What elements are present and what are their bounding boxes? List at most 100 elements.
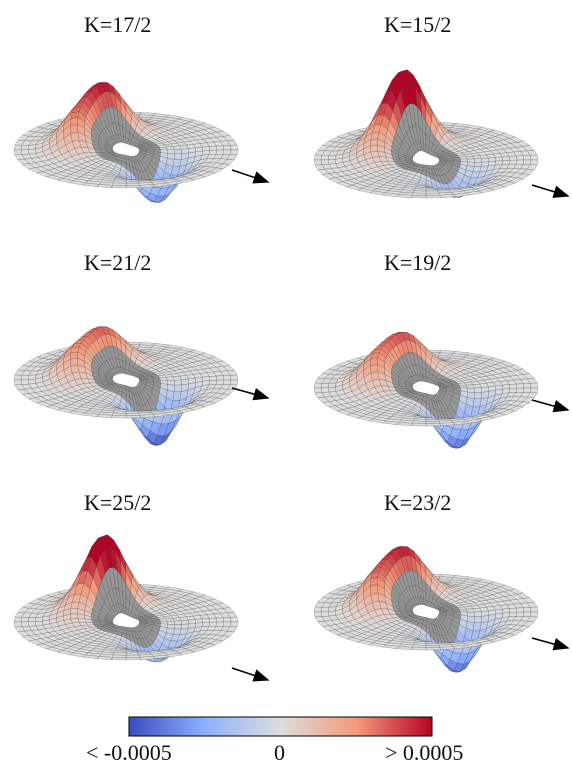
surface-patch [165, 146, 175, 151]
surface-patch [320, 607, 330, 613]
surface-patch [152, 619, 161, 622]
surface-patch [165, 376, 175, 381]
surface-patch [522, 383, 532, 389]
surface-patch [473, 387, 482, 393]
surface-patch [111, 657, 127, 661]
surface-patch [522, 607, 532, 613]
surface-patch [313, 382, 323, 389]
surface-patch [327, 155, 337, 161]
surface-patch [152, 147, 161, 150]
surface-patch [501, 160, 511, 165]
surface-patch [320, 387, 330, 393]
surface-plot [313, 331, 539, 449]
surface-patch [13, 149, 23, 156]
surface-plot [13, 326, 239, 446]
surface-patch [20, 621, 30, 627]
surface-patch [473, 158, 482, 163]
surface-patch [27, 621, 37, 627]
surface-patch [313, 611, 323, 618]
surface-patch [208, 379, 218, 386]
surface-patch [111, 185, 127, 189]
surface-patch [515, 387, 525, 393]
surface-plot [313, 546, 539, 673]
surface-patch [111, 415, 127, 419]
surface-patch [327, 159, 337, 165]
surface-patch [20, 375, 30, 381]
surface-patch [472, 383, 482, 389]
surface-patch [13, 374, 23, 381]
surface-patch [194, 618, 204, 624]
surface-patch [473, 611, 482, 617]
direction-arrow [231, 387, 270, 401]
surface-patch [473, 161, 482, 167]
surface-patch [165, 618, 175, 622]
surface-plot [313, 69, 539, 199]
direction-arrow [231, 169, 270, 184]
surface-patch [222, 617, 232, 623]
surface-patch [13, 621, 23, 628]
surface-patch [20, 617, 30, 623]
surface-patch [229, 144, 239, 151]
surface-patch [159, 618, 168, 622]
surface-patch [508, 387, 518, 393]
surface-patch [313, 154, 323, 161]
surface-patch [425, 423, 441, 427]
surface-patch [173, 384, 182, 393]
surface-patch [473, 392, 482, 400]
panel-title: K=15/2 [384, 12, 452, 37]
surface-patch [529, 606, 539, 613]
surface-patch [515, 155, 525, 161]
surface-patch [411, 647, 427, 651]
panel-title: K=25/2 [84, 490, 152, 515]
surface-patch [473, 616, 482, 624]
surface-patch [522, 611, 532, 617]
surface-patch [208, 621, 218, 627]
surface-patch [508, 611, 518, 617]
surface-patch [173, 153, 182, 160]
colorbar-max-label: > 0.0005 [385, 740, 464, 765]
surface-patch [459, 608, 468, 613]
surface-patch [27, 617, 37, 623]
panel-title: K=21/2 [84, 250, 152, 275]
surface-patch [508, 155, 518, 161]
surface-patch [222, 145, 232, 151]
surface-patch [529, 611, 539, 618]
surface-patch [459, 384, 468, 389]
surface-patch [125, 185, 141, 189]
surface-patch [508, 607, 518, 613]
surface-patch [522, 155, 532, 161]
surface-patch [70, 608, 79, 615]
surface-patch [70, 613, 79, 620]
surface-patch [215, 621, 225, 627]
surface-patch [515, 159, 525, 165]
surface-patch [222, 379, 232, 385]
surface-patch [173, 624, 182, 630]
surface-patch [201, 618, 211, 623]
surface-patch [501, 156, 511, 161]
surface-patch [125, 182, 140, 186]
surface-patch [13, 616, 23, 623]
colorbar-mid-label: 0 [274, 740, 285, 765]
surface-patch [320, 159, 330, 165]
surface-patch [515, 611, 525, 617]
surface-patch [515, 607, 525, 613]
surface-patch [320, 383, 330, 389]
surface-patch [229, 374, 239, 381]
surface-patch [215, 375, 225, 381]
surface-patch [173, 620, 182, 625]
surface-patch [465, 384, 475, 389]
surface-patch [201, 622, 211, 627]
panel-title: K=17/2 [84, 12, 152, 37]
surface-patch [229, 621, 239, 628]
direction-arrow [531, 184, 570, 198]
surface-patch [370, 584, 379, 595]
surface-patch [465, 155, 475, 160]
surface-patch [370, 138, 379, 147]
surface-patch [229, 616, 239, 623]
surface-patch [20, 149, 30, 155]
colorbar-min-label: < -0.0005 [86, 740, 172, 765]
surface-patch [465, 608, 475, 613]
surface-patch [313, 159, 323, 166]
surface-patch [215, 145, 225, 151]
